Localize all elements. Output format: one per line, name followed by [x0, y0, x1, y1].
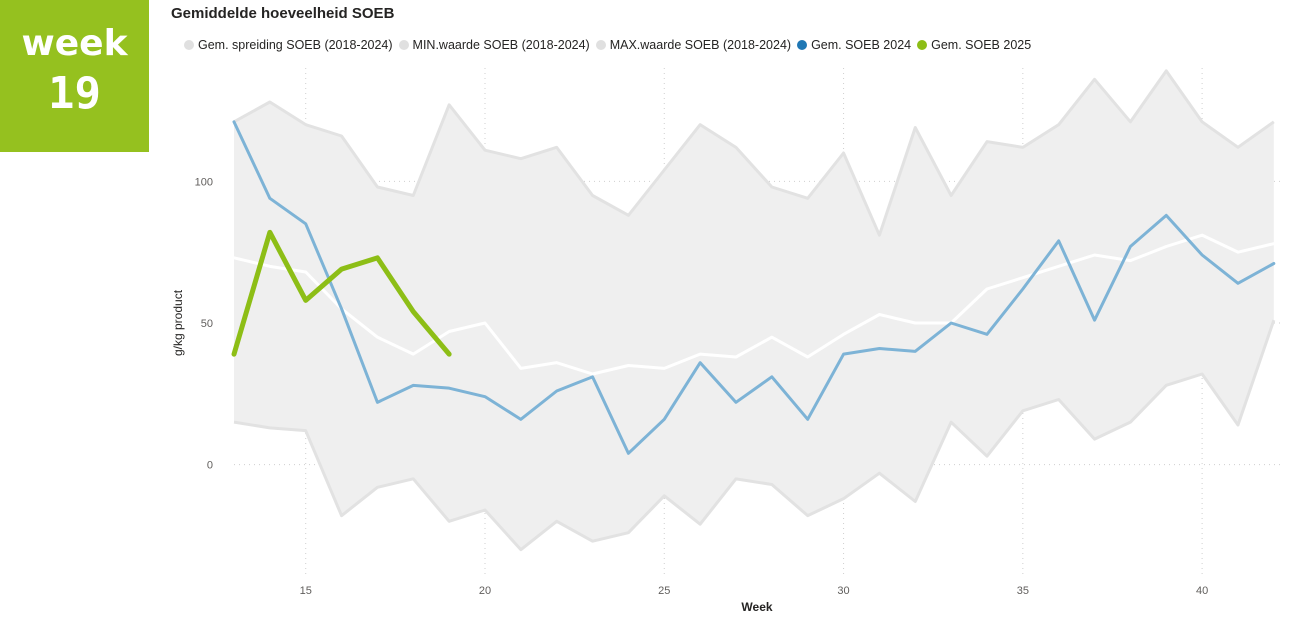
legend-item-min[interactable]: MIN.waarde SOEB (2018-2024): [398, 38, 590, 52]
week-badge-number: 19: [48, 68, 101, 119]
y-tick-label: 0: [207, 460, 213, 472]
x-tick-label: 40: [1196, 585, 1208, 597]
legend-item-avg-spread[interactable]: Gem. spreiding SOEB (2018-2024): [184, 38, 393, 52]
y-axis-label: g/kg product: [171, 289, 185, 356]
band-area: [234, 70, 1274, 550]
legend-item-2025[interactable]: Gem. SOEB 2025: [917, 38, 1031, 52]
y-tick-label: 50: [201, 318, 213, 330]
legend-dot-icon: [917, 40, 928, 50]
min-max-band: [233, 69, 1276, 552]
legend-label: MIN.waarde SOEB (2018-2024): [412, 38, 590, 52]
band-max-line: [233, 69, 1275, 237]
legend-label: Gem. spreiding SOEB (2018-2024): [198, 38, 393, 52]
x-tick-label: 30: [837, 585, 849, 597]
legend-label: Gem. SOEB 2025: [931, 38, 1032, 52]
chart-legend: Gem. spreiding SOEB (2018-2024) MIN.waar…: [184, 38, 1037, 52]
week-badge: week 19: [0, 0, 149, 152]
band-min-line: [233, 319, 1276, 552]
x-axis-label: Week: [741, 600, 772, 614]
series-line-2024: [232, 120, 1276, 455]
x-tick-label: 25: [658, 585, 670, 597]
chart-title: Gemiddelde hoeveelheid SOEB: [171, 5, 395, 22]
legend-dot-icon: [184, 40, 194, 50]
week-badge-word: week: [21, 23, 128, 64]
series-line-2025: [231, 229, 452, 357]
legend-item-2024[interactable]: Gem. SOEB 2024: [797, 38, 911, 52]
y-tick-label: 100: [195, 176, 213, 188]
legend-label: Gem. SOEB 2024: [811, 38, 912, 52]
x-tick-label: 35: [1017, 585, 1029, 597]
x-tick-label: 20: [479, 585, 491, 597]
legend-dot-icon: [797, 40, 808, 50]
legend-label: MAX.waarde SOEB (2018-2024): [609, 38, 792, 52]
legend-dot-icon: [398, 40, 409, 50]
legend-item-max[interactable]: MAX.waarde SOEB (2018-2024): [595, 38, 792, 52]
axis-ticks: 0 50 100 15 20 25 30 35 40: [195, 176, 1209, 597]
legend-dot-icon: [595, 40, 606, 50]
series-line-avg-spread: [232, 233, 1276, 376]
series-lines: [231, 120, 1276, 455]
x-tick-label: 15: [300, 585, 312, 597]
